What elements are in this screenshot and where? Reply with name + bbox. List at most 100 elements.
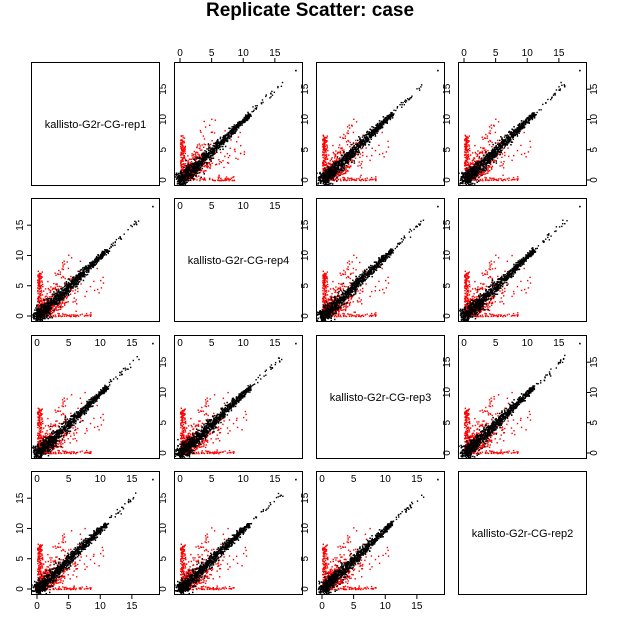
inner-y-tick-label: 10 [442,113,453,125]
x-tick-label: 0 [319,601,325,612]
inner-y-tick-label: 0 [442,450,453,456]
panel-r1-c4: 0 5 10 15 0 5 10 15 [458,48,600,186]
x-tick-label: 10 [95,601,107,612]
inner-y-tick-label: 10 [300,113,311,125]
x-tick-label: 5 [351,601,357,612]
diagonal-label-2: kallisto-G2r-CG-rep4 [188,255,289,267]
x-tick-label: 0 [34,601,40,612]
inner-x-tick-label: 5 [351,474,357,485]
y-tick-label: 10 [589,113,600,125]
concordant-points [31,342,154,459]
x-tick-label: 10 [238,48,250,59]
inner-x-tick-label: 15 [411,474,423,485]
inner-y-tick-label: 0 [442,177,453,183]
inner-y-tick-label: 5 [300,283,311,289]
y-tick-label: 15 [15,492,26,504]
panel-frame [458,62,587,186]
panel-r2-c4 [458,198,587,322]
inner-x-tick-label: 5 [66,338,72,349]
inner-x-tick-label: 5 [493,338,499,349]
concordant-points [458,69,581,186]
inner-y-tick-label: 0 [300,586,311,592]
x-tick-label: 15 [269,48,281,59]
panel-r2-c1: 0 5 10 15 [15,198,160,322]
inner-x-tick-label: 0 [34,338,40,349]
inner-y-tick-label: 0 [158,177,169,183]
inner-x-tick-label: 10 [238,201,250,212]
inner-y-tick-label: 0 [300,313,311,319]
inner-x-tick-label: 0 [319,474,325,485]
inner-y-tick-label: 5 [158,556,169,562]
inner-y-tick-label: 5 [442,283,453,289]
y-tick-label: 0 [15,586,26,592]
inner-y-tick-label: 10 [442,249,453,261]
panel-frame [174,62,303,186]
inner-y-tick-label: 5 [442,147,453,153]
inner-x-tick-label: 5 [209,474,215,485]
x-tick-label: 15 [126,601,138,612]
inner-y-tick-label: 5 [300,556,311,562]
panel-r4-c1: 0 5 10 15 0 5 10 15 [15,471,160,612]
panel-r2-c2: kallisto-G2r-CG-rep4 [174,198,303,322]
panel-r4-c4: kallisto-G2r-CG-rep2 [458,471,587,595]
y-tick-label: 0 [15,313,26,319]
inner-y-tick-label: 15 [300,492,311,504]
y-tick-label: 10 [15,249,26,261]
inner-x-tick-label: 15 [269,474,281,485]
panel-frame [458,335,587,459]
concordant-points [316,69,439,186]
inner-y-tick-label: 10 [158,522,169,534]
panel-frame [31,335,160,459]
inner-y-tick-label: 15 [158,492,169,504]
x-tick-label: 0 [177,48,183,59]
panel-frame [174,471,303,595]
concordant-points [316,478,439,595]
inner-x-tick-label: 15 [269,201,281,212]
y-tick-label: 15 [589,356,600,368]
y-tick-label: 5 [589,147,600,153]
concordant-points [316,205,439,322]
panel-frame [316,62,445,186]
panel-r4-c2 [174,471,303,595]
panel-frame [31,62,160,186]
inner-x-tick-label: 0 [177,201,183,212]
panel-frame [316,198,445,322]
inner-x-tick-label: 10 [522,338,534,349]
panel-frame [174,335,303,459]
concordant-points [458,205,581,322]
diagonal-label-1: kallisto-G2r-CG-rep1 [45,119,146,131]
panel-r1-c3 [316,62,445,186]
panel-frame [31,471,160,595]
diagonal-label-3: kallisto-G2r-CG-rep3 [330,392,431,404]
x-tick-label: 15 [411,601,423,612]
x-tick-label: 5 [66,601,72,612]
panel-frame [174,198,303,322]
inner-y-tick-label: 10 [300,522,311,534]
inner-y-tick-label: 15 [442,219,453,231]
panel-r1-c1: kallisto-G2r-CG-rep1 [31,62,160,186]
panel-r2-c3 [316,198,445,322]
y-tick-label: 10 [589,386,600,398]
inner-y-tick-label: 5 [442,420,453,426]
inner-y-tick-label: 10 [158,386,169,398]
inner-x-tick-label: 10 [380,474,392,485]
inner-x-tick-label: 5 [66,474,72,485]
inner-x-tick-label: 5 [209,201,215,212]
y-tick-label: 15 [15,219,26,231]
inner-y-tick-label: 10 [300,249,311,261]
x-tick-label: 5 [209,48,215,59]
panel-r1-c2: 0 5 10 15 [174,48,303,186]
inner-x-tick-label: 5 [209,338,215,349]
inner-y-tick-label: 10 [442,386,453,398]
panel-r4-c3: 0 5 10 15 [316,471,445,612]
inner-x-tick-label: 15 [269,338,281,349]
x-tick-label: 10 [522,48,534,59]
y-tick-label: 0 [589,177,600,183]
y-tick-label: 0 [589,450,600,456]
y-tick-label: 15 [589,83,600,95]
inner-y-tick-label: 15 [158,356,169,368]
panel-frame [316,471,445,595]
concordant-points [458,342,581,459]
y-tick-label: 5 [589,420,600,426]
